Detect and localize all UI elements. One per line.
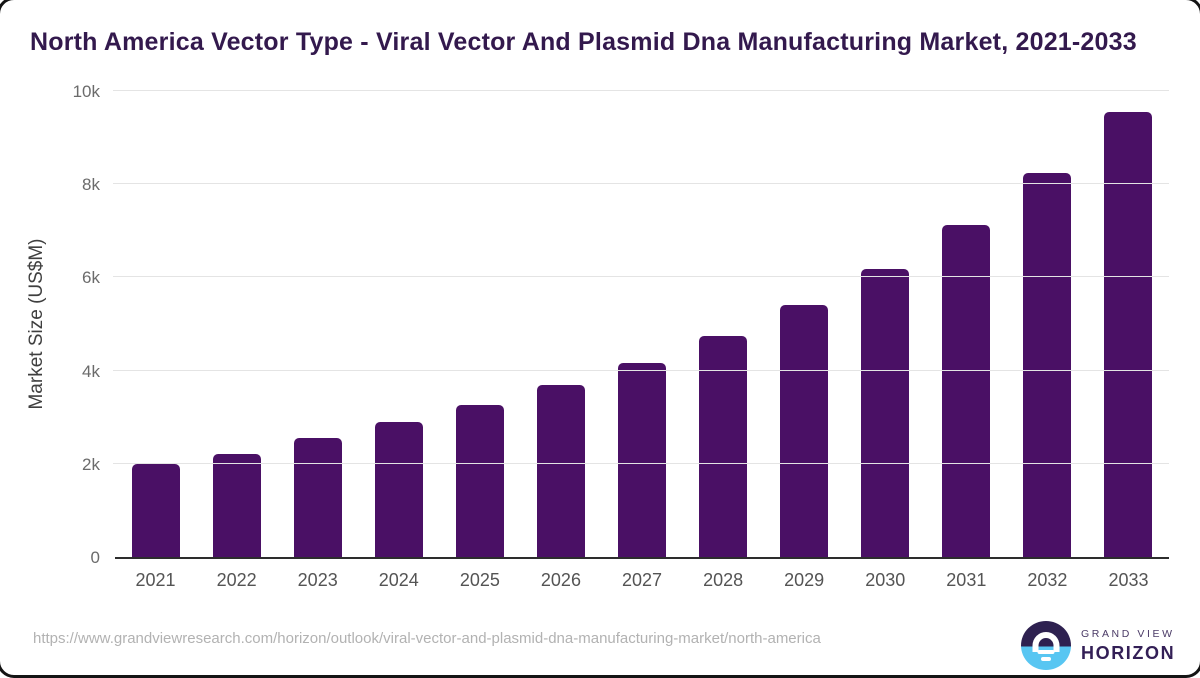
bar-2026[interactable] — [536, 384, 585, 557]
y-tick-label: 10k — [72, 82, 100, 101]
y-tick-label: 8k — [82, 175, 100, 195]
bar-2023[interactable] — [293, 437, 342, 557]
x-tick-label: 2030 — [865, 570, 906, 590]
x-tick-label: 2026 — [540, 570, 581, 590]
bar-slot — [520, 91, 601, 557]
sunrise-icon — [1021, 621, 1071, 670]
bar-2032[interactable] — [1023, 173, 1072, 557]
bar-2022[interactable] — [212, 454, 261, 557]
gridline — [113, 369, 1169, 371]
sunrise-arch — [1032, 632, 1060, 653]
y-tick-label: 0 — [90, 548, 100, 567]
x-tick-label: 2028 — [703, 570, 744, 590]
bar-2024[interactable] — [374, 421, 423, 557]
bar-2021[interactable] — [131, 463, 180, 557]
bar-slot — [926, 91, 1007, 557]
sunrise-reflection-line — [1037, 650, 1055, 655]
x-tick-label: 2033 — [1108, 570, 1149, 590]
gridline — [113, 462, 1169, 464]
bar-slot — [277, 91, 358, 557]
bar-slot — [845, 91, 926, 557]
logo-product-name: HORIZON — [1081, 642, 1176, 663]
bar-slot — [115, 91, 196, 557]
y-axis-title: Market Size (US$M) — [26, 238, 47, 410]
bars-container — [115, 91, 1169, 557]
bar-slot — [764, 91, 845, 557]
x-tick-label: 2029 — [784, 570, 825, 590]
bar-slot — [1088, 91, 1169, 557]
x-axis-labels: 2021 2022 2023 2024 2025 2026 2027 2028 2029 2030… — [115, 557, 1169, 591]
bar-slot — [196, 91, 277, 557]
x-tick-label: 2022 — [216, 570, 257, 590]
bar-2033[interactable] — [1104, 112, 1153, 557]
grand-view-horizon-logo[interactable]: GRAND VIEW HORIZON — [1021, 621, 1175, 670]
bar-2031[interactable] — [942, 225, 991, 557]
bar-slot — [683, 91, 764, 557]
logo-brand-name: GRAND VIEW — [1081, 627, 1175, 640]
chart-title: North America Vector Type - Viral Vector… — [30, 28, 1137, 56]
sunrise-reflection-line — [1041, 657, 1051, 662]
gridline — [113, 183, 1169, 185]
bar-2027[interactable] — [618, 362, 666, 557]
bar-slot — [439, 91, 520, 557]
y-tick-label: 6k — [82, 268, 100, 288]
bar-slot — [358, 91, 439, 557]
bar-2025[interactable] — [455, 404, 504, 557]
y-tick-label: 4k — [82, 361, 100, 381]
bar-2030[interactable] — [861, 268, 910, 557]
y-axis-title-container: Market Size (US$M) — [22, 91, 52, 557]
plot-area: 2021 2022 2023 2024 2025 2026 2027 2028 2029 2030… — [73, 82, 1169, 590]
x-tick-label: 2023 — [297, 570, 338, 590]
x-tick-label: 2024 — [378, 570, 419, 590]
x-tick-label: 2021 — [135, 570, 176, 590]
x-tick-label: 2025 — [459, 570, 500, 590]
x-tick-label: 2027 — [621, 570, 663, 590]
bar-2028[interactable] — [699, 336, 748, 557]
logo-text: GRAND VIEW HORIZON — [1081, 628, 1175, 664]
bar-slot — [601, 91, 682, 557]
y-tick-label: 2k — [82, 454, 100, 474]
x-tick-label: 2031 — [946, 570, 987, 590]
gridline — [113, 90, 1169, 91]
x-tick-label: 2032 — [1027, 570, 1068, 590]
bar-slot — [1007, 91, 1088, 557]
source-url: https://www.grandviewresearch.com/horizo… — [33, 630, 821, 647]
bar-2029[interactable] — [780, 305, 829, 557]
gridline — [113, 276, 1169, 278]
